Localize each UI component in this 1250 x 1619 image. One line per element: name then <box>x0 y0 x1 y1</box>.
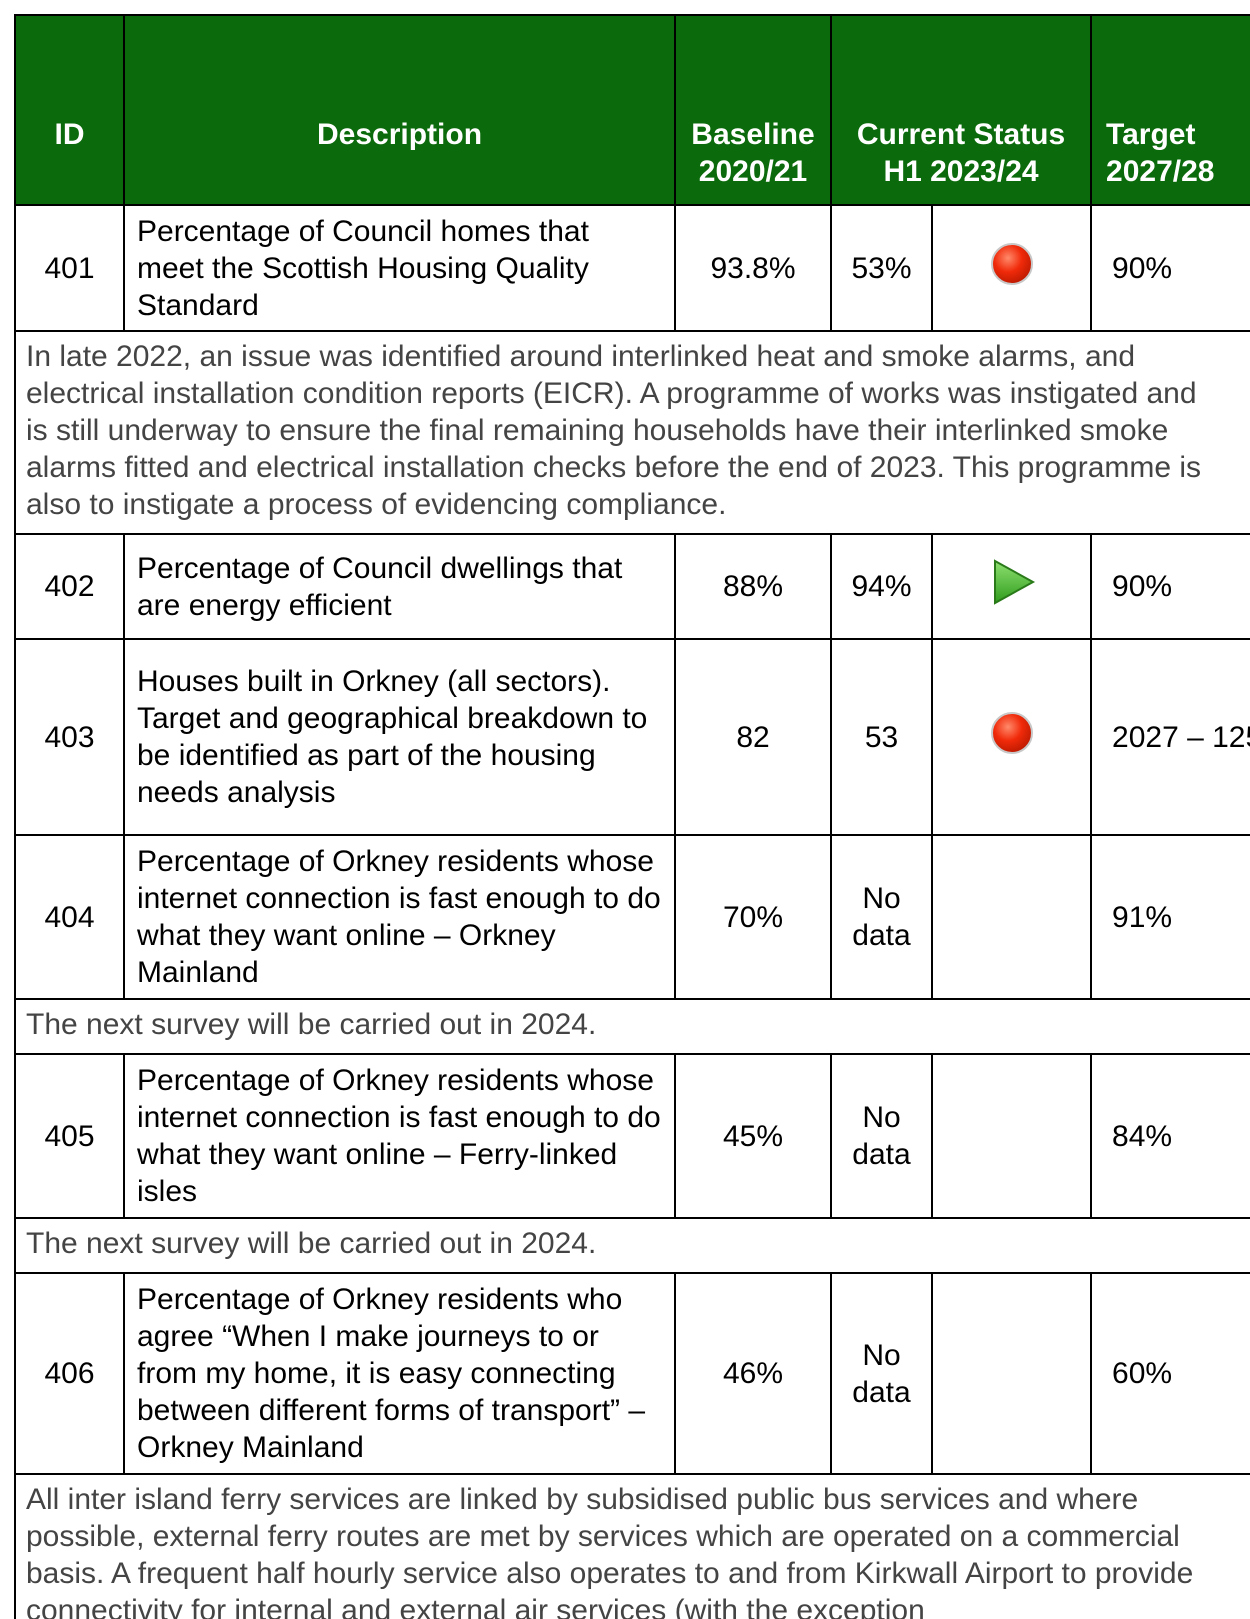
baseline-cell: 82 <box>674 638 832 836</box>
status-cell <box>930 638 1093 836</box>
baseline-cell: 45% <box>674 1053 832 1219</box>
id-cell: 402 <box>14 533 125 640</box>
current-cell: No data <box>830 1053 933 1219</box>
current-cell: 53 <box>830 638 933 836</box>
current-cell: No data <box>830 834 933 1000</box>
id-cell: 401 <box>14 204 125 332</box>
status-cell <box>930 1272 1093 1475</box>
note-row: All inter island ferry services are link… <box>13 1473 1250 1619</box>
status-icon <box>993 559 1035 605</box>
baseline-cell: 46% <box>674 1272 832 1475</box>
current-cell: No data <box>830 1272 933 1475</box>
header-row: ID Description Baseline 2020/21 Current … <box>14 14 1250 206</box>
status-cell <box>930 533 1093 640</box>
description-cell: Percentage of Orkney residents whose int… <box>123 834 676 1000</box>
target-cell: 90% <box>1090 204 1250 332</box>
current-cell: 53% <box>830 204 933 332</box>
id-cell: 406 <box>14 1272 125 1475</box>
id-cell: 403 <box>14 638 125 836</box>
status-icon <box>990 711 1033 754</box>
id-cell: 405 <box>14 1053 125 1219</box>
description-cell: Percentage of Council homes that meet th… <box>123 204 676 332</box>
status-cell <box>930 834 1093 1000</box>
data-row: 406 Percentage of Orkney residents who ag… <box>14 1272 1250 1475</box>
data-row: 402 Percentage of Council dwellings that … <box>14 533 1250 640</box>
description-cell: Houses built in Orkney (all sectors). Ta… <box>123 638 676 836</box>
current-cell: 94% <box>830 533 933 640</box>
description-cell: Percentage of Orkney residents whose int… <box>123 1053 676 1219</box>
note-row: The next survey will be carried out in 2… <box>13 1217 1250 1274</box>
note-cell: In late 2022, an issue was identified ar… <box>13 330 1250 535</box>
status-cell <box>930 1053 1093 1219</box>
target-cell: 91% <box>1090 834 1250 1000</box>
data-row: 405 Percentage of Orkney residents whose … <box>14 1053 1250 1219</box>
baseline-cell: 88% <box>674 533 832 640</box>
note-row: In late 2022, an issue was identified ar… <box>13 330 1250 535</box>
id-cell: 404 <box>14 834 125 1000</box>
data-row: 404 Percentage of Orkney residents whose … <box>14 834 1250 1000</box>
note-cell: The next survey will be carried out in 2… <box>13 1217 1250 1274</box>
header-cell: Baseline 2020/21 <box>674 14 832 206</box>
status-cell <box>930 204 1093 332</box>
note-cell: All inter island ferry services are link… <box>13 1473 1250 1619</box>
target-cell: 84% <box>1090 1053 1250 1219</box>
kpi-table: ID Description Baseline 2020/21 Current … <box>13 14 1250 1619</box>
target-cell: 90% <box>1090 533 1250 640</box>
target-cell: 60% <box>1090 1272 1250 1475</box>
target-cell: 2027 – 125 <box>1090 638 1250 836</box>
header-cell: Description <box>123 14 676 206</box>
status-icon <box>990 242 1033 285</box>
description-cell: Percentage of Council dwellings that are… <box>123 533 676 640</box>
data-row: 403 Houses built in Orkney (all sectors).… <box>14 638 1250 836</box>
header-cell: ID <box>14 14 125 206</box>
header-cell: Current Status H1 2023/24 <box>829 14 1093 206</box>
description-cell: Percentage of Orkney residents who agree… <box>123 1272 676 1475</box>
table-body: 401 Percentage of Council homes that meet… <box>13 204 1250 1619</box>
data-row: 401 Percentage of Council homes that meet… <box>14 204 1250 332</box>
note-row: The next survey will be carried out in 2… <box>13 998 1250 1055</box>
header-cell: Target 2027/28 <box>1090 14 1250 206</box>
note-cell: The next survey will be carried out in 2… <box>13 998 1250 1055</box>
baseline-cell: 93.8% <box>674 204 832 332</box>
baseline-cell: 70% <box>674 834 832 1000</box>
